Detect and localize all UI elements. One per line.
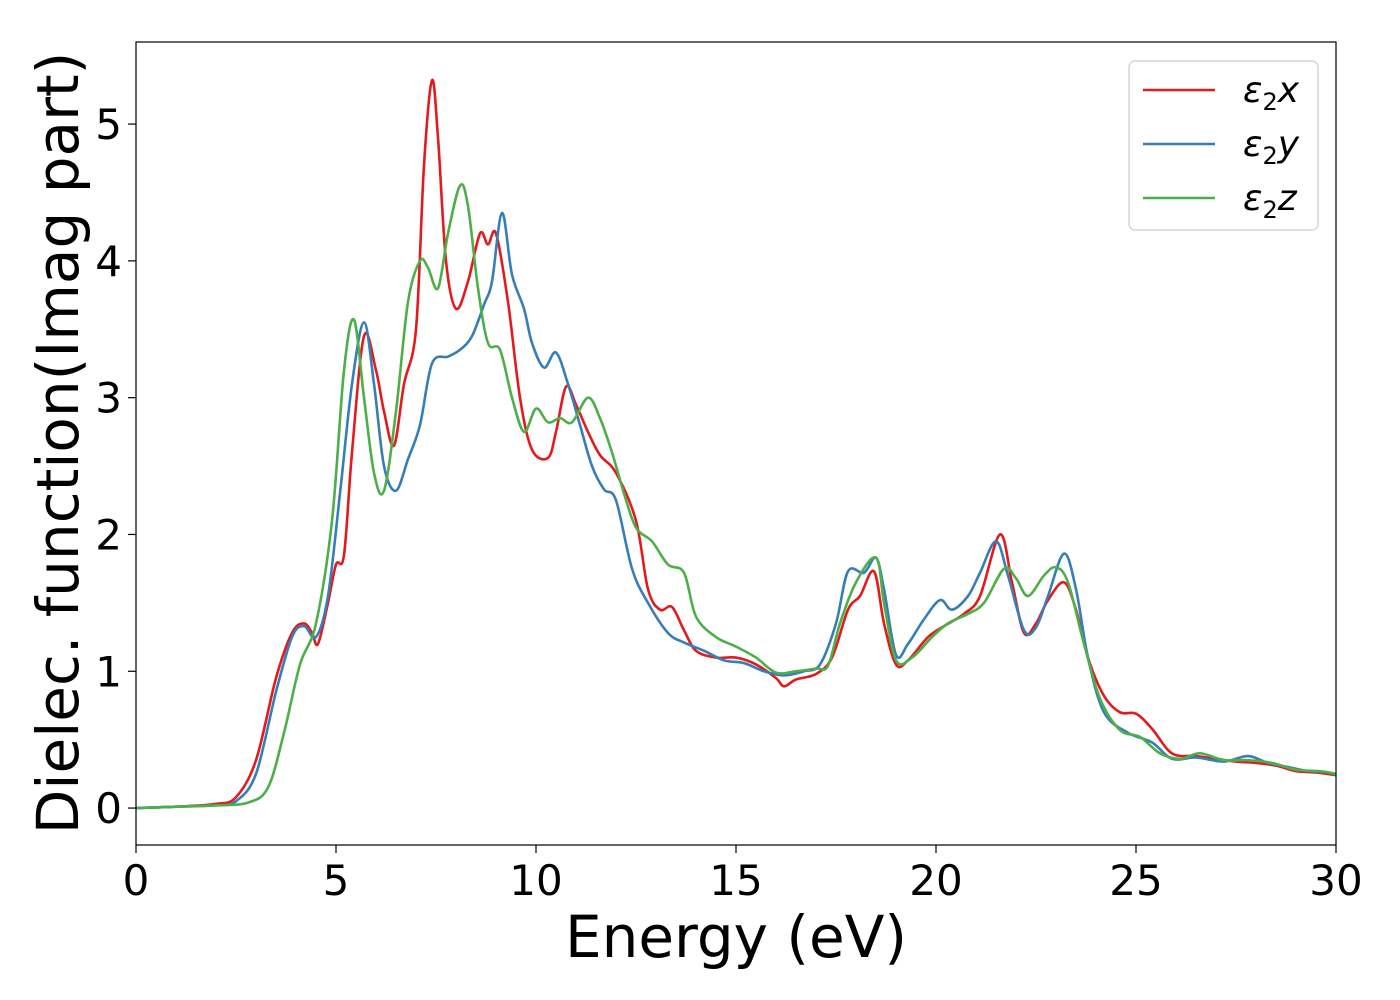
x-tick-label: 30: [1309, 856, 1362, 905]
x-tick-label: 20: [909, 856, 962, 905]
x-tick-label: 5: [323, 856, 350, 905]
y-tick-label: 0: [95, 784, 122, 833]
y-axis-title: Dielec. function(Imag part): [24, 52, 92, 835]
x-tick-label: 0: [123, 856, 150, 905]
x-tick-label: 10: [509, 856, 562, 905]
y-tick-label: 1: [95, 647, 122, 696]
legend-label-y: ε2y: [1243, 124, 1300, 170]
series-layer: [136, 78, 1336, 810]
y-tick-label: 5: [95, 100, 122, 149]
y-tick-label: 4: [95, 237, 122, 286]
y-tick-label: 2: [95, 510, 122, 559]
y-axis-ticks: 0 1 2 3 4 5: [95, 100, 136, 833]
x-axis-title: Energy (eV): [565, 903, 907, 971]
legend-entries: ε2x ε2y ε2z: [1143, 70, 1300, 224]
legend-label-x: ε2x: [1243, 70, 1300, 116]
series-line-z: [136, 183, 1336, 810]
legend: ε2x ε2y ε2z: [1128, 60, 1319, 231]
x-tick-label: 15: [709, 856, 762, 905]
x-axis-ticks: 0 5 10 15 20 25 30: [123, 845, 1363, 905]
series-line-y: [136, 211, 1336, 810]
legend-label-z: ε2z: [1243, 178, 1298, 224]
y-tick-label: 3: [95, 374, 122, 423]
x-tick-label: 25: [1109, 856, 1162, 905]
legend-box: [1128, 60, 1319, 231]
